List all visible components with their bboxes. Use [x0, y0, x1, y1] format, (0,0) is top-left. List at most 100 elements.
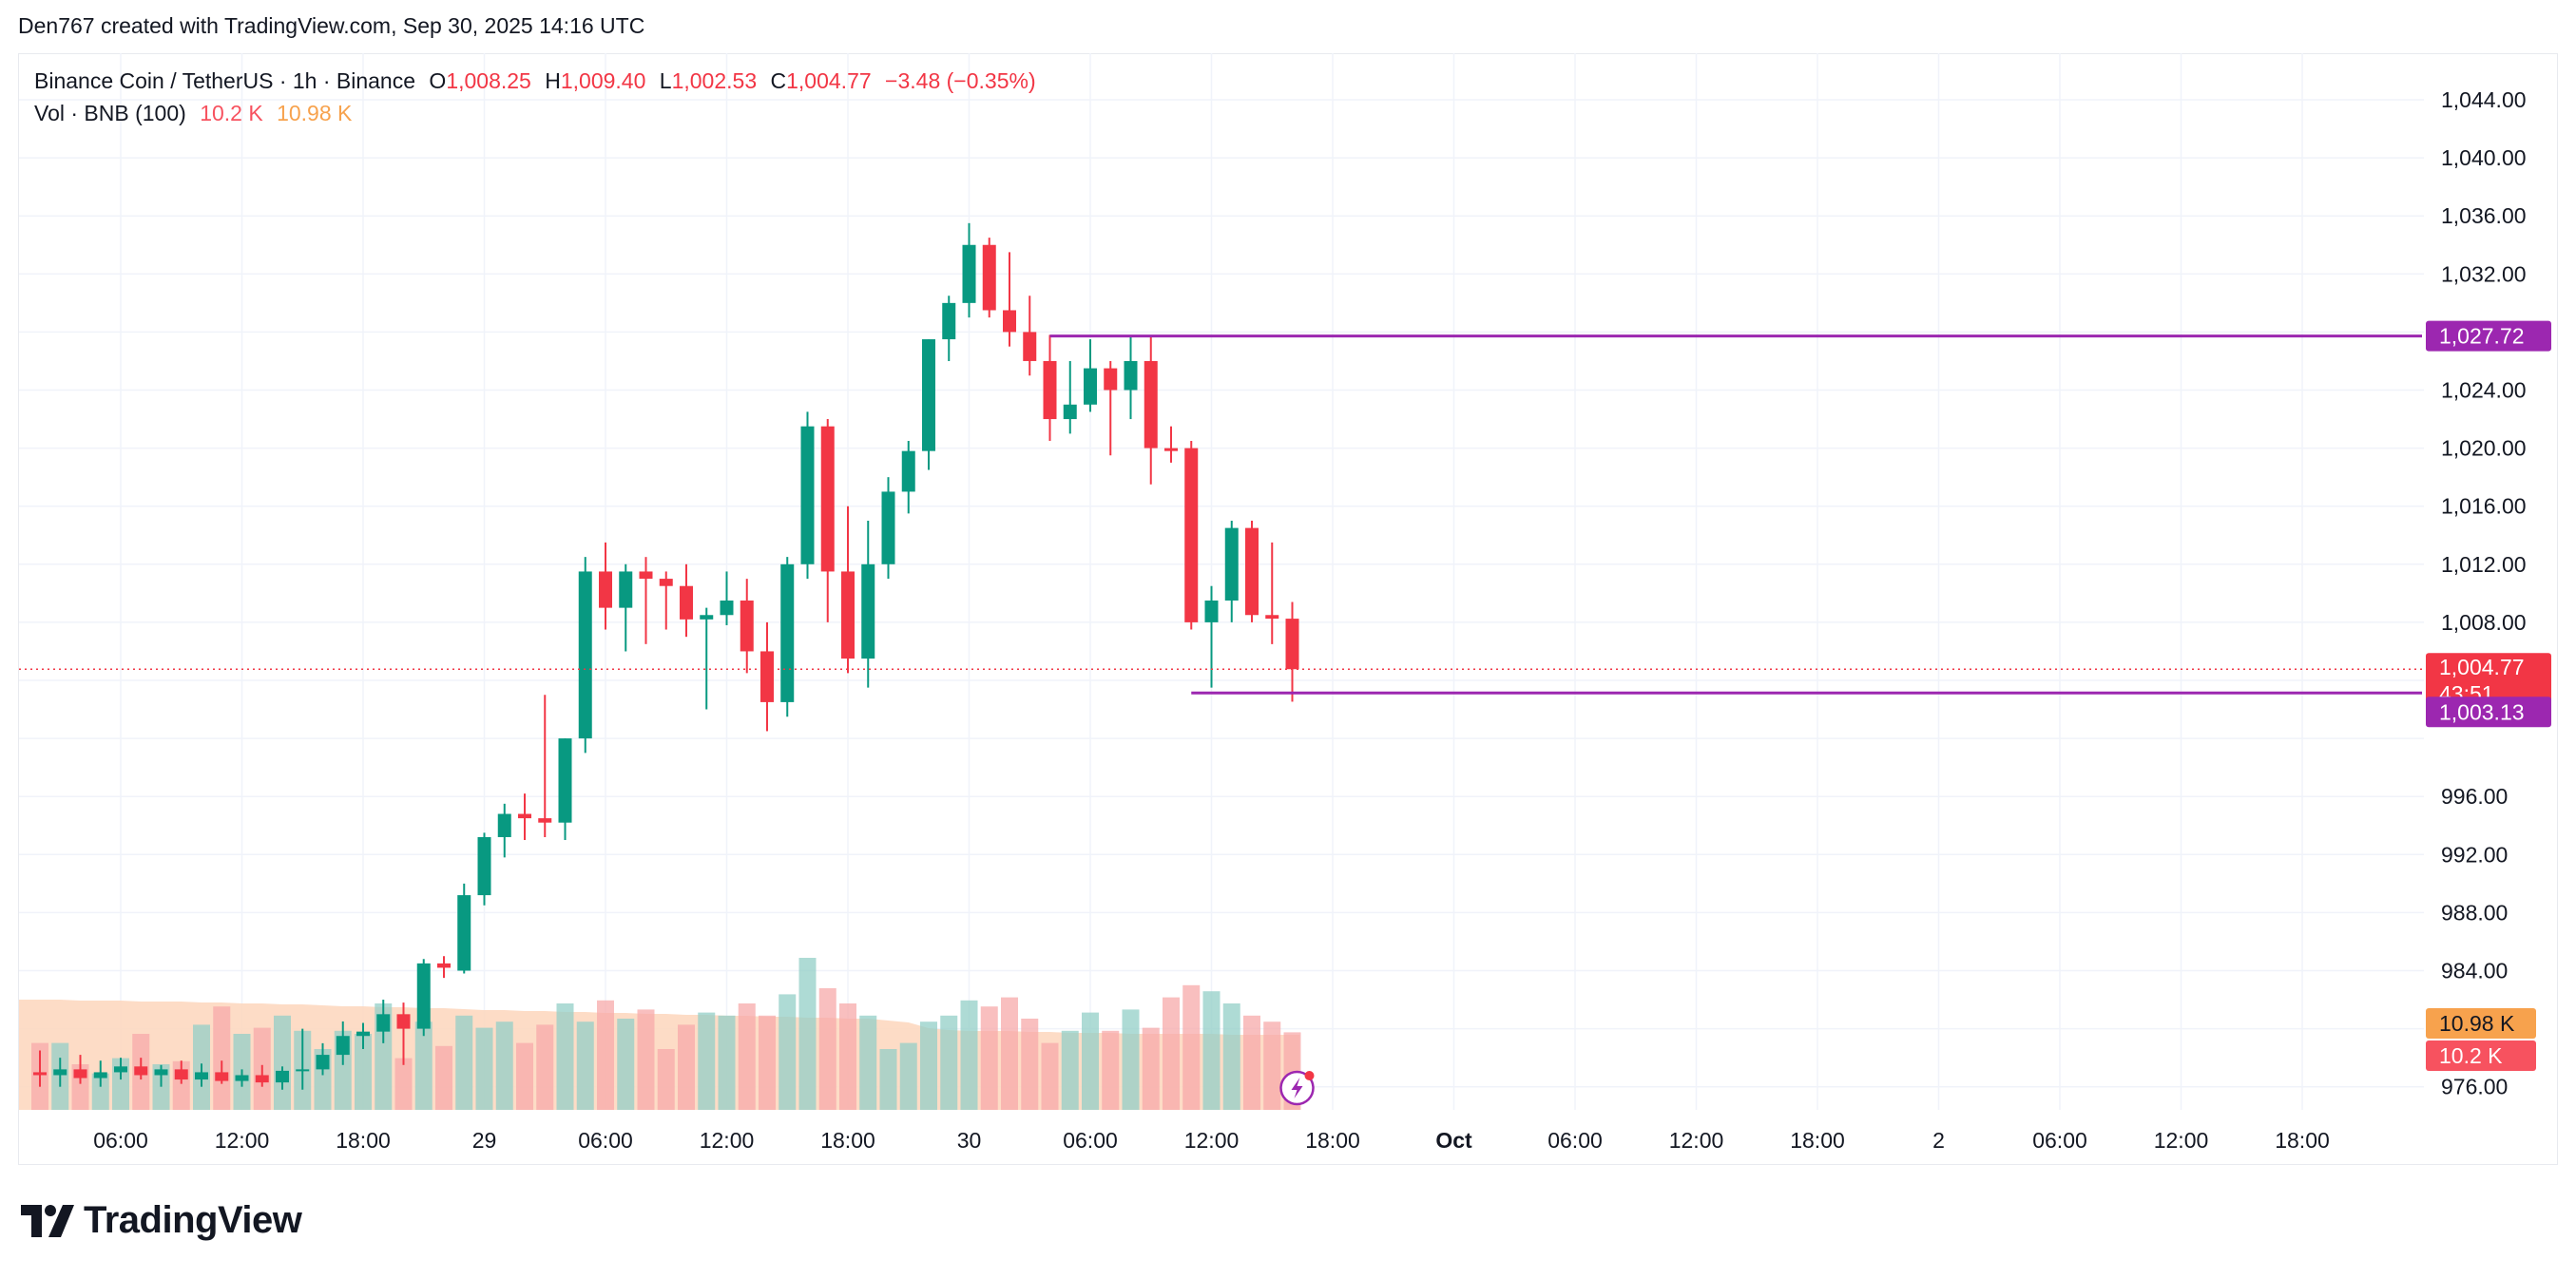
candle-body[interactable]	[518, 813, 531, 819]
candle-body[interactable]	[1144, 360, 1158, 449]
candle-body[interactable]	[376, 1014, 391, 1032]
legend-ohlc: Binance Coin / TetherUS · 1h · Binance O…	[34, 68, 1044, 94]
candle-body[interactable]	[901, 450, 915, 492]
volume-bar	[698, 1012, 716, 1110]
volume-bar	[818, 988, 836, 1110]
candle-body[interactable]	[497, 813, 511, 837]
candle-body[interactable]	[760, 651, 774, 702]
candle-body[interactable]	[53, 1069, 67, 1076]
candle-body[interactable]	[1224, 527, 1239, 601]
candle-body[interactable]	[73, 1069, 87, 1079]
candle-body[interactable]	[1285, 619, 1299, 670]
candle-body[interactable]	[619, 571, 633, 608]
x-tick-label: 12:00	[1184, 1128, 1240, 1153]
legend-symbol[interactable]: Binance Coin / TetherUS · 1h · Binance	[34, 68, 416, 93]
candle-body[interactable]	[820, 426, 835, 572]
candle-body[interactable]	[1124, 360, 1138, 391]
candle-body[interactable]	[396, 1014, 411, 1029]
candle-body[interactable]	[659, 579, 673, 586]
volume-tag-label: 10.2 K	[2439, 1043, 2503, 1068]
candle-body[interactable]	[700, 615, 714, 620]
candle-body[interactable]	[881, 491, 895, 564]
candle-body[interactable]	[416, 963, 431, 1029]
candle-body[interactable]	[1063, 404, 1077, 420]
x-tick-label: 18:00	[2275, 1128, 2330, 1153]
legend-volume-label[interactable]: Vol · BNB (100)	[34, 101, 186, 125]
candle-body[interactable]	[296, 1069, 310, 1072]
y-tick-label: 1,020.00	[2441, 436, 2527, 461]
candle-body[interactable]	[276, 1070, 289, 1083]
candle-body[interactable]	[195, 1072, 208, 1080]
candle-body[interactable]	[437, 963, 451, 968]
candle-body[interactable]	[215, 1072, 229, 1081]
x-tick-label: Oct	[1435, 1128, 1472, 1153]
volume-bar	[1102, 1030, 1120, 1110]
x-tick-label: 12:00	[1669, 1128, 1724, 1153]
candle-body[interactable]	[1245, 527, 1259, 616]
legend-high-label: H	[545, 68, 561, 93]
candle-body[interactable]	[639, 571, 653, 580]
candle-body[interactable]	[356, 1031, 370, 1037]
volume-bar	[960, 1000, 978, 1110]
candle-body[interactable]	[780, 563, 795, 702]
candle-body[interactable]	[680, 585, 693, 620]
x-tick-label: 18:00	[1790, 1128, 1845, 1153]
legend-open-label: O	[429, 68, 447, 93]
candle-body[interactable]	[1084, 368, 1097, 405]
candle-body[interactable]	[255, 1075, 269, 1083]
candle-body[interactable]	[114, 1066, 127, 1073]
volume-bar	[1082, 1012, 1099, 1110]
brand[interactable]: TradingView	[21, 1199, 302, 1242]
candle-body[interactable]	[599, 571, 612, 608]
volume-bar	[779, 994, 797, 1110]
candle-body[interactable]	[1104, 368, 1118, 391]
drawing-price-tag-lower-label: 1,003.13	[2439, 699, 2525, 724]
chart-panel[interactable]	[18, 53, 2558, 1165]
candle-body[interactable]	[800, 426, 815, 564]
candle-body[interactable]	[1043, 360, 1057, 420]
volume-bar	[859, 1015, 877, 1110]
candle-body[interactable]	[740, 600, 754, 652]
candle-body[interactable]	[1204, 600, 1219, 622]
candle-body[interactable]	[33, 1072, 47, 1076]
candle-body[interactable]	[1164, 448, 1178, 451]
candle-body[interactable]	[1003, 310, 1016, 333]
x-tick-label: 12:00	[215, 1128, 270, 1153]
candle-body[interactable]	[134, 1066, 148, 1076]
candle-body[interactable]	[235, 1075, 249, 1081]
candle-body[interactable]	[477, 836, 491, 896]
x-tick-label: 29	[472, 1128, 497, 1153]
candle-body[interactable]	[962, 244, 976, 303]
y-tick-label: 984.00	[2441, 959, 2508, 983]
candle-body[interactable]	[336, 1036, 350, 1056]
volume-bar	[839, 1003, 856, 1110]
candle-body[interactable]	[720, 600, 734, 616]
candle-body[interactable]	[578, 571, 592, 739]
candle-body[interactable]	[457, 895, 471, 971]
x-tick-label: 2	[1932, 1128, 1945, 1153]
volume-bar	[1263, 1021, 1281, 1110]
candle-body[interactable]	[558, 738, 572, 823]
volume-bar	[1001, 997, 1018, 1110]
candle-body[interactable]	[841, 571, 855, 659]
candle-body[interactable]	[316, 1055, 330, 1070]
candle-body[interactable]	[1184, 448, 1199, 622]
legend-volume-value: 10.2 K	[200, 101, 263, 125]
y-tick-label: 1,036.00	[2441, 203, 2527, 228]
candle-body[interactable]	[942, 302, 956, 340]
last-price-tag-label: 1,004.77	[2439, 655, 2525, 679]
candle-body[interactable]	[93, 1072, 107, 1079]
candle-body[interactable]	[174, 1069, 188, 1080]
volume-tag-label: 10.98 K	[2439, 1011, 2515, 1036]
candle-body[interactable]	[922, 339, 935, 451]
candle-body[interactable]	[861, 563, 875, 659]
candle-body[interactable]	[1023, 332, 1037, 361]
candle-body[interactable]	[154, 1069, 168, 1076]
volume-bar	[879, 1049, 897, 1110]
volume-bar	[899, 1042, 917, 1110]
candle-body[interactable]	[538, 818, 552, 823]
candle-body[interactable]	[1265, 615, 1279, 620]
candle-body[interactable]	[982, 244, 996, 311]
x-tick-label: 06:00	[93, 1128, 148, 1153]
